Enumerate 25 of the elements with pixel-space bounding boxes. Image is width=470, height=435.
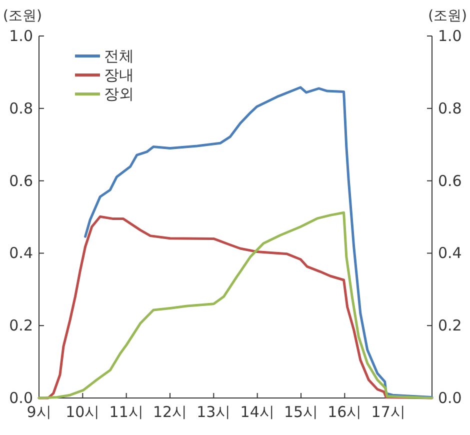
legend-label: 장내	[104, 66, 134, 84]
x-tick-label: 11시	[109, 403, 144, 421]
legend-label: 전체	[104, 47, 134, 65]
x-tick-label: 14시	[240, 403, 274, 421]
y2-axis-title: (조원)	[428, 8, 467, 24]
y2-tick-label: 0.4	[438, 244, 462, 262]
x-tick-label: 12시	[152, 403, 188, 421]
y-tick-label: 0.8	[9, 99, 33, 118]
x-tick-label: 13시	[196, 403, 231, 421]
y2-tick-label: 0.0	[438, 389, 462, 407]
y2-tick-label: 0.8	[438, 99, 462, 118]
x-tick-label: 10시	[66, 403, 100, 421]
y2-tick-label: 0.6	[438, 172, 462, 190]
y-axis-title: (조원)	[3, 8, 42, 24]
x-tick-label: 15시	[284, 403, 318, 421]
y-tick-label: 0.4	[9, 244, 33, 262]
y-tick-label: 0.2	[9, 316, 33, 335]
y2-tick-label: 1.0	[438, 27, 462, 45]
line-series	[84, 86, 434, 399]
y2-tick-label: 0.2	[438, 316, 462, 335]
x-tick-label: 16시	[328, 403, 362, 421]
y-tick-label: 0.6	[9, 172, 33, 190]
y-tick-label: 1.0	[9, 27, 33, 45]
x-tick-label: 17시	[371, 403, 406, 421]
legend-label: 장외	[104, 85, 134, 103]
